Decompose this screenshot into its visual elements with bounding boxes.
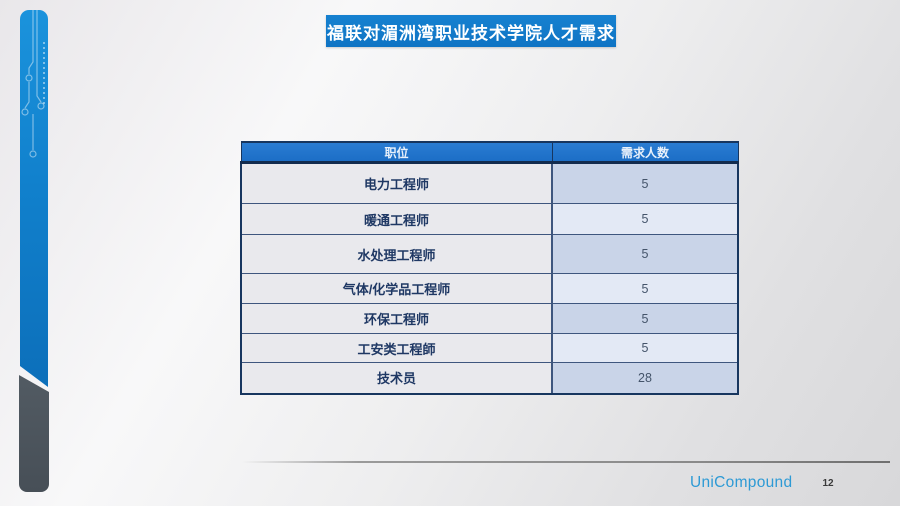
table-row: 技术员 28 (240, 362, 739, 395)
count-cell: 28 (551, 362, 739, 395)
sidebar-gray-bar (19, 375, 49, 492)
count-cell: 5 (551, 333, 739, 363)
table-row: 暖通工程师 5 (240, 203, 739, 235)
count-cell: 5 (551, 234, 739, 274)
position-cell: 暖通工程师 (240, 203, 553, 235)
table-row: 工安类工程師 5 (240, 333, 739, 363)
position-cell: 工安类工程師 (240, 333, 553, 363)
count-cell: 5 (551, 273, 739, 304)
page-title: 福联对湄洲湾职业技术学院人才需求 (326, 15, 616, 47)
demand-table: 职位 需求人数 电力工程师 5 暖通工程师 5 水处理工程师 5 气体/化学品工程师 5 环保工… (240, 141, 739, 395)
table-row: 水处理工程师 5 (240, 234, 739, 274)
footer-brand: UniCompound (690, 474, 793, 491)
column-header-count: 需求人数 (551, 141, 739, 164)
count-cell: 5 (551, 203, 739, 235)
table-row: 电力工程师 5 (240, 162, 739, 204)
circuit-pattern-icon (20, 10, 48, 387)
position-cell: 技术员 (240, 362, 553, 395)
position-cell: 气体/化学品工程师 (240, 273, 553, 304)
position-cell: 环保工程师 (240, 303, 553, 334)
page-number: 12 (822, 478, 834, 489)
count-cell: 5 (551, 162, 739, 204)
position-cell: 水处理工程师 (240, 234, 553, 274)
sidebar-blue-bar (20, 10, 48, 387)
table-row: 环保工程师 5 (240, 303, 739, 334)
table-row: 气体/化学品工程师 5 (240, 273, 739, 304)
position-cell: 电力工程师 (240, 162, 553, 204)
column-header-position: 职位 (240, 141, 553, 164)
footer-divider (242, 461, 890, 463)
count-cell: 5 (551, 303, 739, 334)
table-header-row: 职位 需求人数 (240, 141, 739, 164)
